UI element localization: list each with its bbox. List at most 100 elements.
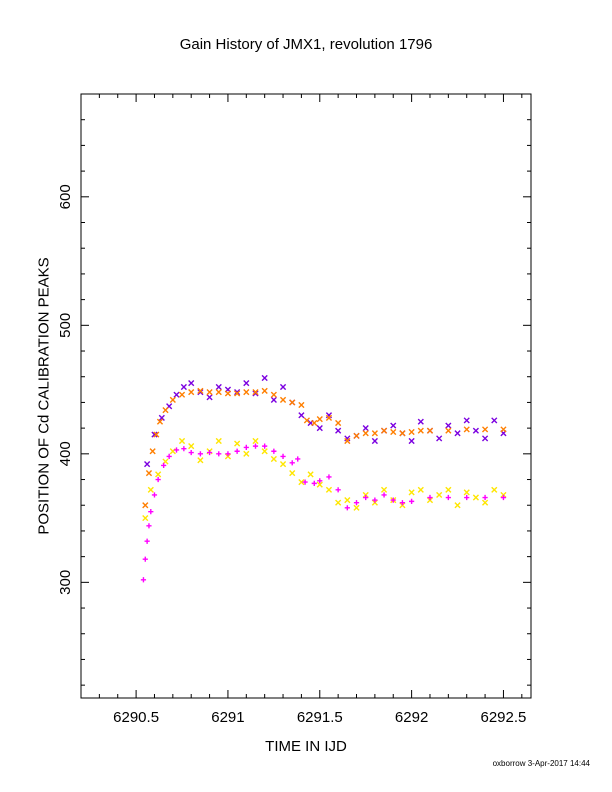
data-point xyxy=(408,489,415,496)
data-point xyxy=(316,425,323,432)
data-point xyxy=(270,391,277,398)
data-point xyxy=(325,414,333,421)
data-point xyxy=(234,389,241,396)
data-point xyxy=(197,451,203,457)
data-point xyxy=(188,389,195,396)
data-point xyxy=(353,504,360,511)
data-point xyxy=(252,437,259,445)
data-point xyxy=(454,430,461,437)
data-point xyxy=(390,428,397,436)
data-point xyxy=(180,383,187,391)
data-point xyxy=(162,407,169,414)
data-point xyxy=(417,427,424,434)
data-point xyxy=(289,470,296,477)
data-point xyxy=(197,389,204,396)
data-point xyxy=(408,428,415,436)
data-point xyxy=(353,432,360,439)
data-point xyxy=(169,396,176,403)
data-point xyxy=(316,481,323,488)
data-point xyxy=(178,391,186,398)
data-point xyxy=(362,430,369,437)
data-point xyxy=(181,446,187,452)
data-point xyxy=(216,451,222,457)
series-3 xyxy=(142,387,507,509)
data-point xyxy=(206,449,213,456)
data-point xyxy=(344,496,351,504)
data-point xyxy=(344,437,351,445)
data-point xyxy=(262,443,268,449)
data-point xyxy=(279,383,287,391)
data-point xyxy=(390,422,397,429)
data-point xyxy=(151,431,158,438)
data-point xyxy=(280,453,286,459)
data-point xyxy=(270,396,277,403)
data-point xyxy=(224,390,232,397)
footer-stamp: oxborrow 3-Apr-2017 14:44 xyxy=(492,759,590,768)
data-point xyxy=(261,387,268,394)
data-point xyxy=(215,389,222,396)
data-point xyxy=(303,417,311,424)
data-point xyxy=(197,387,204,394)
data-point xyxy=(344,505,350,511)
data-point xyxy=(335,499,342,506)
data-point xyxy=(234,440,241,447)
data-point xyxy=(243,444,249,451)
series-layer xyxy=(140,374,507,583)
data-point xyxy=(197,457,204,464)
data-point xyxy=(353,500,360,506)
axis-layer: 6290.5 6291 6291.5 6292 6292.5 300 400 500 600 xyxy=(57,94,531,726)
data-point xyxy=(270,455,277,463)
y-tick-label: 600 xyxy=(57,184,74,209)
data-point xyxy=(481,426,489,433)
data-point xyxy=(234,390,241,397)
data-point xyxy=(335,419,342,427)
data-point xyxy=(140,577,147,583)
data-point xyxy=(279,396,287,403)
data-point xyxy=(481,499,489,506)
data-point xyxy=(317,478,323,484)
data-point xyxy=(215,437,222,445)
data-point xyxy=(261,374,268,382)
data-point xyxy=(381,492,387,498)
data-point xyxy=(463,489,470,496)
data-point xyxy=(316,416,323,423)
data-point xyxy=(380,427,388,434)
data-point xyxy=(427,494,433,501)
data-point xyxy=(206,394,213,401)
data-point xyxy=(215,383,222,391)
x-tick-label: 6291.5 xyxy=(297,709,343,726)
data-point xyxy=(325,486,333,493)
data-point xyxy=(426,427,434,434)
data-point xyxy=(362,425,369,432)
data-point xyxy=(153,431,160,438)
data-point xyxy=(243,389,250,396)
data-point xyxy=(445,427,452,434)
y-tick-label: 500 xyxy=(57,313,74,338)
data-point xyxy=(500,426,507,433)
data-point xyxy=(173,447,180,453)
data-point xyxy=(307,471,314,478)
data-point xyxy=(500,494,507,501)
data-point xyxy=(335,427,342,434)
data-point xyxy=(372,497,378,503)
data-point xyxy=(155,476,161,483)
data-point xyxy=(161,462,167,468)
data-point xyxy=(144,538,150,544)
data-point xyxy=(188,380,195,387)
x-tick-label: 6291 xyxy=(211,709,244,726)
series-2 xyxy=(142,437,507,522)
data-point xyxy=(145,470,153,477)
plot-area-frame xyxy=(80,93,532,699)
series-4 xyxy=(140,443,507,583)
data-point xyxy=(417,418,424,425)
data-point xyxy=(326,474,332,480)
x-tick-label: 6292 xyxy=(395,709,428,726)
data-point xyxy=(298,479,305,486)
data-point xyxy=(335,487,341,493)
data-point xyxy=(148,509,154,515)
y-tick-label: 400 xyxy=(57,441,74,466)
data-point xyxy=(243,450,250,457)
data-point xyxy=(302,479,308,485)
data-point xyxy=(156,418,164,425)
chart-title: Gain History of JMX1, revolution 1796 xyxy=(179,36,433,53)
